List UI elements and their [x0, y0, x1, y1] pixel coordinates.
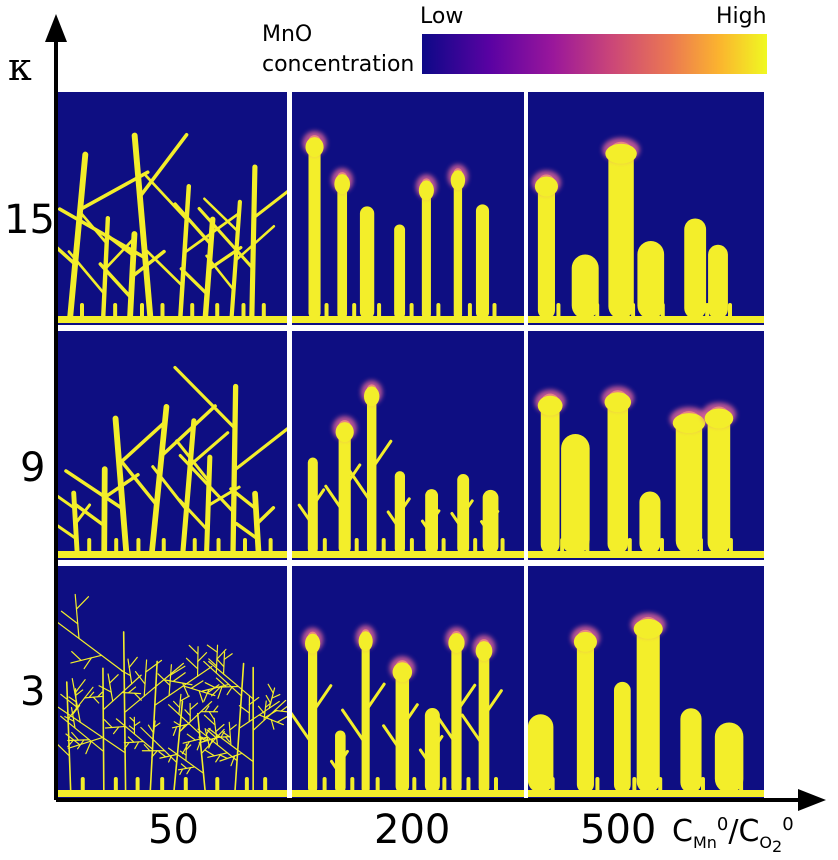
column-label-200: 200 [374, 807, 451, 853]
panel-kappa-15-ratio-200 [292, 92, 524, 325]
colorbar-title-line2: concentration [262, 52, 415, 77]
colorbar-title-line1: MnO [262, 22, 313, 47]
panel-kappa-9-ratio-200 [292, 331, 524, 560]
y-axis [45, 14, 67, 800]
y-axis-label: κ [8, 45, 32, 89]
row-label-kappa-15: 15 [4, 197, 55, 243]
y-axis-arrow-icon [45, 14, 67, 42]
colorbar [422, 34, 767, 74]
panel-kappa-3-ratio-200 [292, 566, 524, 799]
x-axis [56, 789, 826, 811]
x-axis-arrow-icon [798, 789, 826, 811]
colorbar-high-label: High [716, 4, 767, 29]
x-axis-label: CMn0/CO20 [672, 814, 794, 857]
panel-kappa-3-ratio-50 [57, 566, 289, 799]
row-label-kappa-3: 3 [20, 669, 46, 715]
colorbar-low-label: Low [420, 4, 464, 29]
column-label-500: 500 [580, 807, 657, 853]
panel-kappa-9-ratio-50 [57, 331, 289, 560]
column-label-50: 50 [148, 807, 199, 853]
panel-kappa-15-ratio-500 [528, 92, 764, 325]
panel-kappa-9-ratio-500 [528, 331, 764, 560]
panel-grid [57, 92, 764, 800]
panel-kappa-3-ratio-500 [528, 566, 764, 799]
panel-kappa-15-ratio-50 [57, 92, 289, 325]
row-label-kappa-9: 9 [20, 445, 46, 491]
